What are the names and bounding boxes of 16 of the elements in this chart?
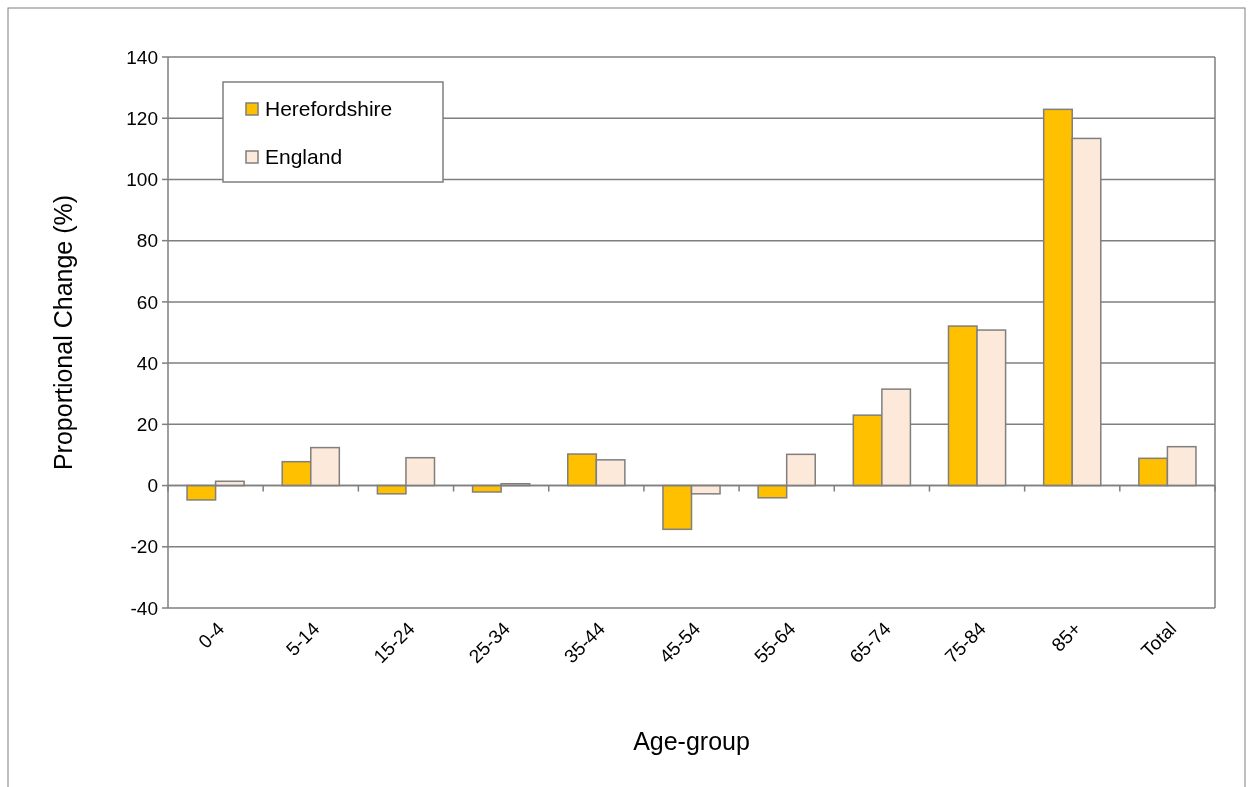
legend-label: Herefordshire — [265, 97, 393, 121]
y-tick-label: 20 — [136, 413, 158, 435]
legend-label: England — [265, 145, 343, 169]
y-tick-label: 60 — [136, 291, 158, 313]
y-tick-label: 120 — [126, 107, 158, 129]
y-tick-label: -20 — [130, 536, 158, 558]
y-tick-label: -40 — [130, 597, 158, 619]
y-tick-label: 0 — [147, 475, 158, 497]
y-tick-label: 40 — [136, 352, 158, 374]
x-axis-title: Age-group — [633, 727, 750, 755]
y-tick-label: 80 — [136, 230, 158, 252]
x-tick-label: 85+ — [1047, 617, 1086, 656]
y-axis-title: Proportional Change (%) — [49, 194, 77, 471]
x-tick-label: 0-4 — [194, 617, 229, 653]
y-tick-label: 140 — [126, 46, 158, 68]
y-tick-label: 100 — [126, 169, 158, 191]
